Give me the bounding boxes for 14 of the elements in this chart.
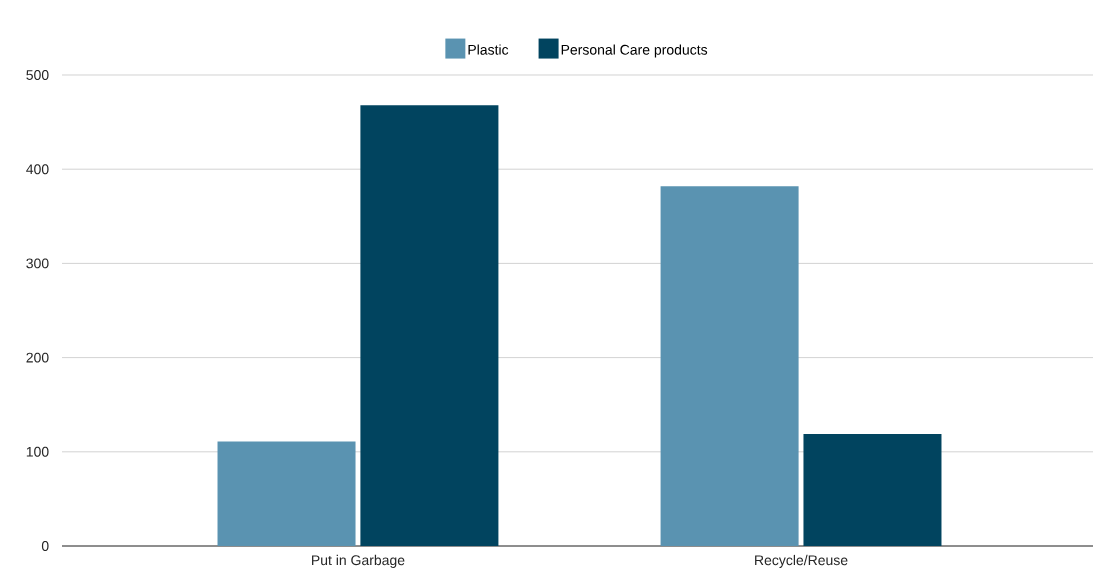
bar (360, 105, 499, 546)
y-tick-label: 200 (26, 352, 49, 363)
y-tick-label: 300 (26, 258, 49, 269)
x-tick-label: Put in Garbage (312, 554, 405, 568)
y-tick-label: 100 (26, 446, 49, 457)
bar (803, 433, 942, 546)
y-tick-label: 500 (26, 70, 49, 80)
bar (660, 186, 799, 546)
legend-label: Plastic (468, 44, 509, 55)
y-tick-label: 400 (26, 164, 49, 175)
y-tick-label: 0 (41, 541, 49, 551)
x-tick-label: Recycle/Reuse (755, 554, 848, 568)
bar (217, 441, 356, 546)
legend-label: Personal Care products (561, 44, 708, 58)
